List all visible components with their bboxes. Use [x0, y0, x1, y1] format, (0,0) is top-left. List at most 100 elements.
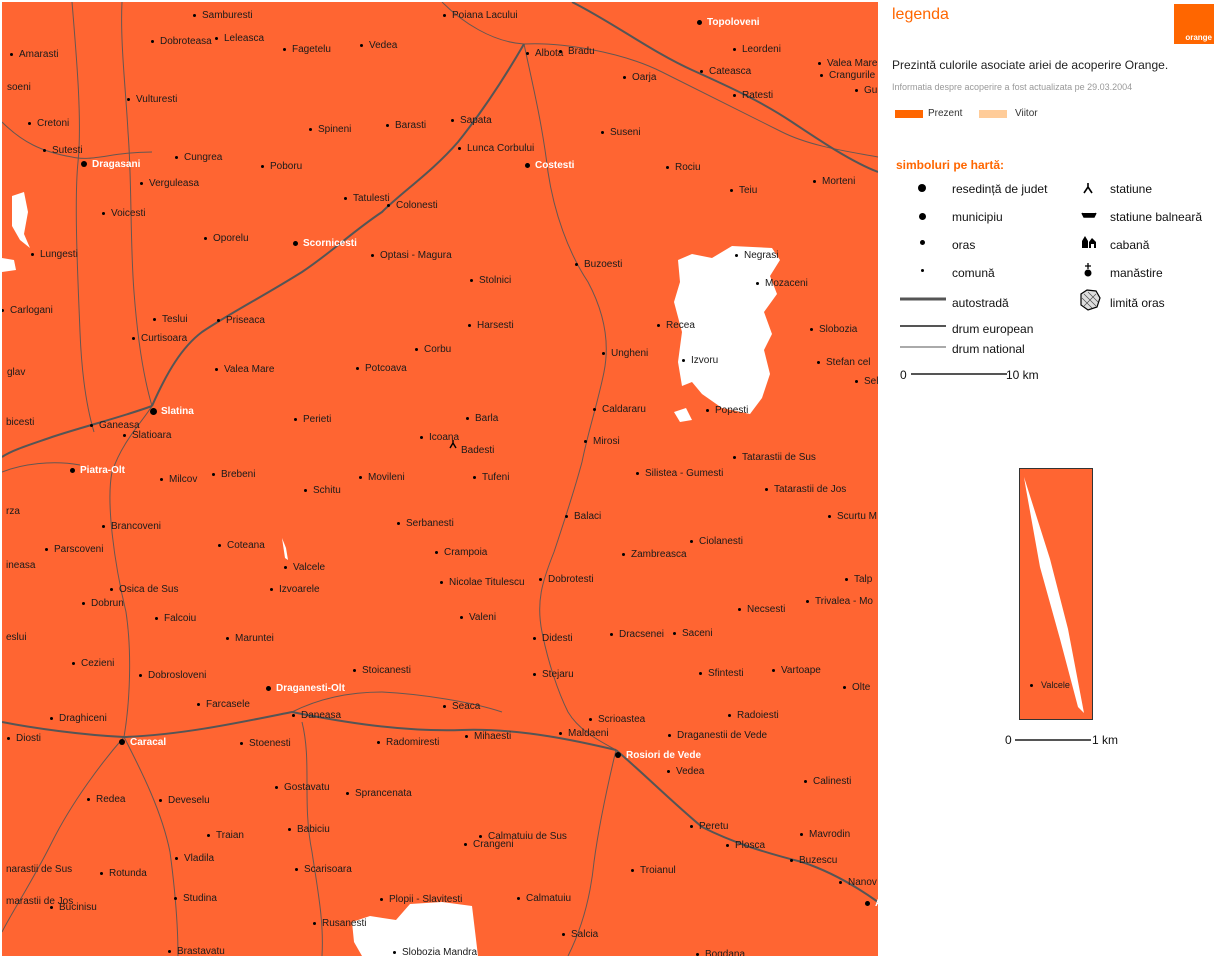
place-label-daneasa[interactable]: Daneasa: [301, 710, 342, 721]
place-label-redea[interactable]: Redea: [96, 794, 126, 805]
place-label-gu[interactable]: Gu: [864, 85, 878, 96]
place-label-recea[interactable]: Recea: [666, 320, 695, 331]
place-label-traian[interactable]: Traian: [216, 830, 244, 841]
place-label-peretu[interactable]: Peretu: [699, 821, 729, 832]
place-label-poiana-lacului[interactable]: Poiana Lacului: [452, 10, 518, 21]
place-label-cretoni[interactable]: Cretoni: [37, 118, 70, 129]
place-label-scornicesti[interactable]: Scornicesti: [303, 238, 357, 249]
place-label-spineni[interactable]: Spineni: [318, 124, 352, 135]
place-label-crangurile[interactable]: Crangurile: [829, 70, 876, 81]
place-label-olte[interactable]: Olte: [852, 682, 871, 693]
place-label-leordeni[interactable]: Leordeni: [742, 44, 781, 55]
place-label-silistea-gumesti[interactable]: Silistea - Gumesti: [645, 468, 724, 479]
place-label-harsesti[interactable]: Harsesti: [477, 320, 514, 331]
place-label-caracal[interactable]: Caracal: [130, 737, 167, 748]
place-label-zambreasca[interactable]: Zambreasca: [631, 549, 687, 560]
place-label-stoenesti[interactable]: Stoenesti: [249, 738, 291, 749]
place-label-calinesti[interactable]: Calinesti: [813, 776, 852, 787]
place-label-seaca[interactable]: Seaca: [452, 701, 481, 712]
place-label-rosiori-de-vede[interactable]: Rosiori de Vede: [626, 750, 702, 761]
place-label-corbu[interactable]: Corbu: [424, 344, 452, 355]
place-label-a[interactable]: A: [875, 898, 878, 909]
place-label-plosca[interactable]: Plosca: [735, 840, 766, 851]
place-label-lunca-corbului[interactable]: Lunca Corbului: [467, 143, 535, 154]
place-label-morteni[interactable]: Morteni: [822, 176, 856, 187]
place-label-osica-de-sus[interactable]: Osica de Sus: [119, 584, 179, 595]
place-label-gostavatu[interactable]: Gostavatu: [284, 782, 330, 793]
place-label-valcele[interactable]: Valcele: [293, 562, 326, 573]
place-label-ratesti[interactable]: Ratesti: [742, 90, 774, 101]
place-label-optasi-magura[interactable]: Optasi - Magura: [380, 250, 452, 261]
place-label-stoicanesti[interactable]: Stoicanesti: [362, 665, 411, 676]
place-label-bicesti[interactable]: bicesti: [6, 417, 35, 428]
place-label-oarja[interactable]: Oarja: [632, 72, 657, 83]
place-label-marastii-de-jos[interactable]: marastii de Jos: [6, 896, 74, 907]
place-label-didesti[interactable]: Didesti: [542, 633, 573, 644]
place-label-ganeasa[interactable]: Ganeasa: [99, 420, 140, 431]
place-label-albota[interactable]: Albota: [535, 48, 564, 59]
place-label-cateasca[interactable]: Cateasca: [709, 66, 752, 77]
place-label-farcasele[interactable]: Farcasele: [206, 699, 250, 710]
place-label-bucinisu[interactable]: Bucinisu: [59, 902, 97, 913]
place-label-cezieni[interactable]: Cezieni: [81, 658, 115, 669]
inset-map[interactable]: Valcele: [1019, 468, 1093, 720]
place-label-talp[interactable]: Talp: [854, 574, 873, 585]
place-label-sfintesti[interactable]: Sfintesti: [708, 668, 744, 679]
place-label-ineasa[interactable]: ineasa: [6, 560, 36, 571]
place-label-mavrodin[interactable]: Mavrodin: [809, 829, 851, 840]
place-label-calmatuiu[interactable]: Calmatuiu: [526, 893, 572, 904]
place-label-carlogani[interactable]: Carlogani: [10, 305, 53, 316]
place-label-ungheni[interactable]: Ungheni: [611, 348, 649, 359]
place-label-stolnici[interactable]: Stolnici: [479, 275, 512, 286]
place-label-mozaceni[interactable]: Mozaceni: [765, 278, 808, 289]
place-label-babiciu[interactable]: Babiciu: [297, 824, 330, 835]
place-label-samburesti[interactable]: Samburesti: [202, 10, 253, 21]
place-label-teiu[interactable]: Teiu: [739, 185, 758, 196]
place-label-maldaeni[interactable]: Maldaeni: [568, 728, 609, 739]
place-label-popesti[interactable]: Popesti: [715, 405, 749, 416]
place-label-perieti[interactable]: Perieti: [303, 414, 332, 425]
place-label-mirosi[interactable]: Mirosi: [593, 436, 620, 447]
place-label-balaci[interactable]: Balaci: [574, 511, 602, 522]
place-label-vedea[interactable]: Vedea: [369, 40, 398, 51]
place-label-dracsenei[interactable]: Dracsenei: [619, 629, 665, 640]
place-label-milcov[interactable]: Milcov: [169, 474, 198, 485]
place-label-negrasi[interactable]: Negrasi: [744, 250, 779, 261]
place-label-dobrotesti[interactable]: Dobrotesti: [548, 574, 594, 585]
place-label-stefan-cel[interactable]: Stefan cel: [826, 357, 871, 368]
place-label-dragasani[interactable]: Dragasani: [92, 159, 141, 170]
place-label-slatina[interactable]: Slatina: [161, 406, 194, 417]
place-label-slatioara[interactable]: Slatioara: [132, 430, 172, 441]
place-label-sel[interactable]: Sel: [864, 376, 878, 387]
place-label-curtisoara[interactable]: Curtisoara: [141, 333, 188, 344]
place-label-draganesti-olt[interactable]: Draganesti-Olt: [276, 683, 345, 694]
place-label-diosti[interactable]: Diosti: [16, 733, 42, 744]
place-label-nanov[interactable]: Nanov: [848, 877, 877, 888]
orange-logo[interactable]: orange: [1174, 4, 1214, 44]
place-label-buzoesti[interactable]: Buzoesti: [584, 259, 623, 270]
place-label-rza[interactable]: rza: [6, 506, 20, 517]
place-label-sutesti[interactable]: Sutesti: [52, 145, 83, 156]
place-label-izvoru[interactable]: Izvoru: [691, 355, 719, 366]
place-label-vartoape[interactable]: Vartoape: [781, 665, 821, 676]
place-label-studina[interactable]: Studina: [183, 893, 217, 904]
place-label-stejaru[interactable]: Stejaru: [542, 669, 574, 680]
place-label-bradu[interactable]: Bradu: [568, 46, 595, 57]
place-label-voicesti[interactable]: Voicesti: [111, 208, 146, 219]
coverage-map[interactable]: Samburesti Poiana Lacului Topoloveni Dobrot…: [2, 2, 878, 956]
place-label-radomiresti[interactable]: Radomiresti: [386, 737, 440, 748]
place-label-maruntei[interactable]: Maruntei: [235, 633, 274, 644]
place-label-schitu[interactable]: Schitu: [313, 485, 341, 496]
place-label-tufeni[interactable]: Tufeni: [482, 472, 510, 483]
place-label-piatra-olt[interactable]: Piatra-Olt: [80, 465, 126, 476]
place-label-ciolanesti[interactable]: Ciolanesti: [699, 536, 743, 547]
place-label-crampoia[interactable]: Crampoia: [444, 547, 488, 558]
place-label-parscoveni[interactable]: Parscoveni: [54, 544, 104, 555]
place-label-bogdana[interactable]: Bogdana: [705, 949, 746, 956]
place-label-costesti[interactable]: Costesti: [535, 160, 575, 171]
place-label-draganestii-de-vede[interactable]: Draganestii de Vede: [677, 730, 768, 741]
place-label-movileni[interactable]: Movileni: [368, 472, 405, 483]
place-label-slobozia[interactable]: Slobozia: [819, 324, 858, 335]
place-label-slobozia-mandra[interactable]: Slobozia Mandra: [402, 947, 478, 956]
place-label-mihaesti[interactable]: Mihaesti: [474, 731, 512, 742]
